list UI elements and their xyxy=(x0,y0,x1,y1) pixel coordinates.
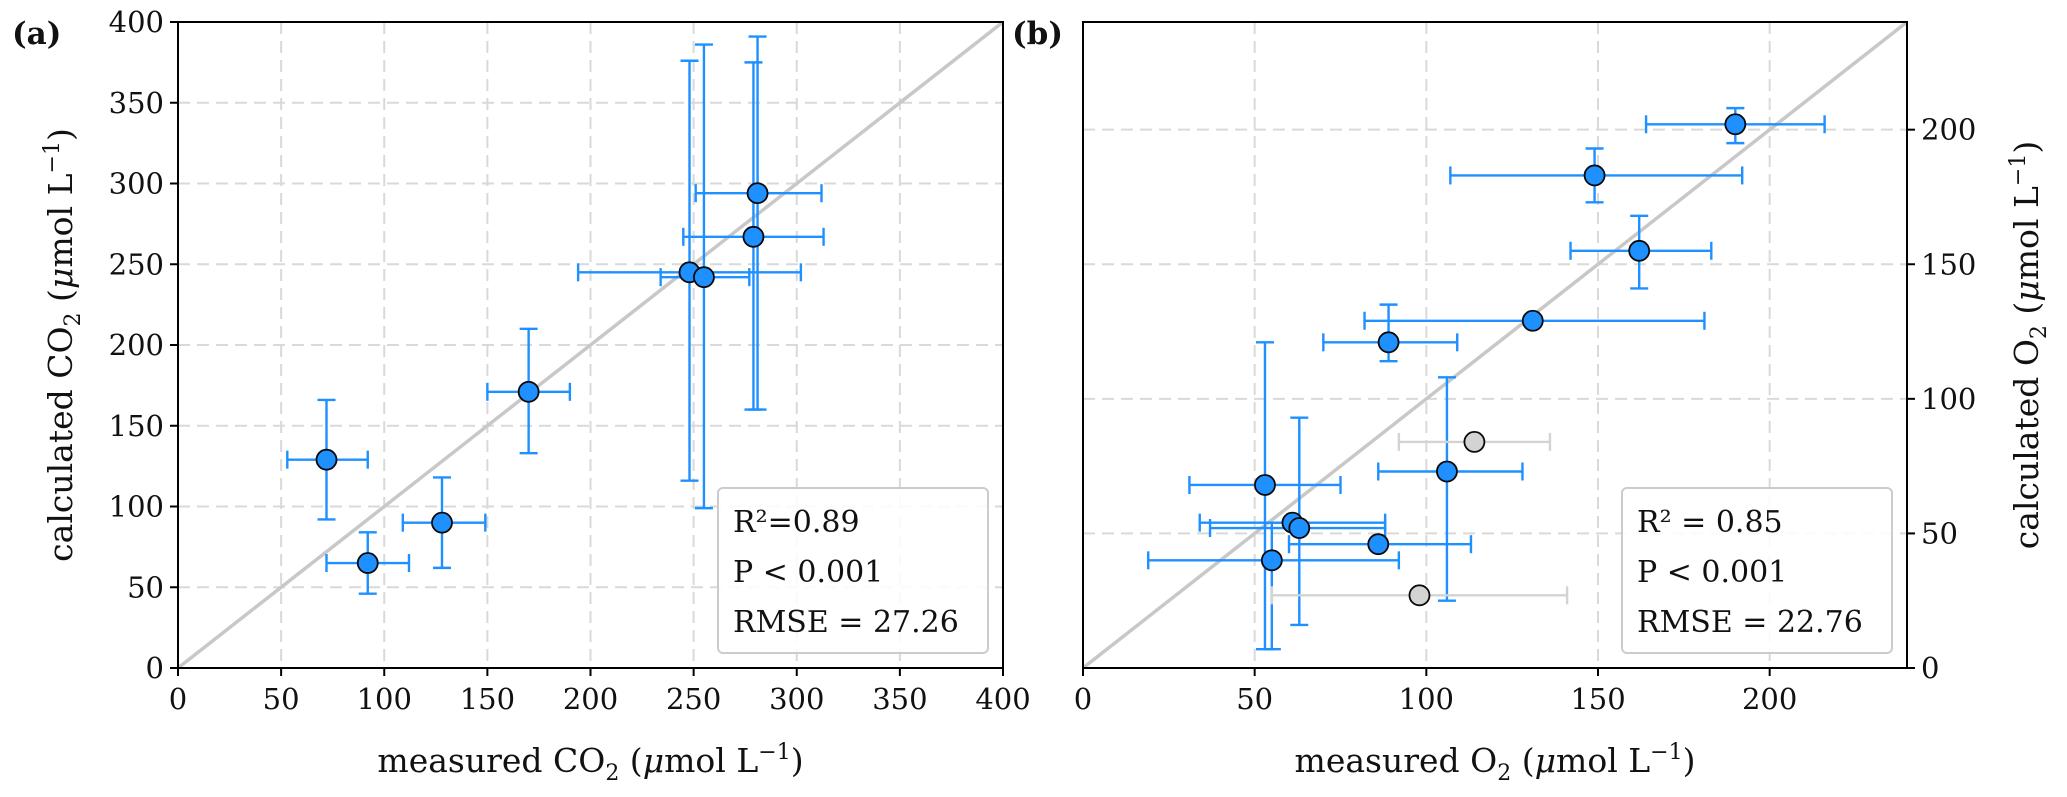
label-superscript: −1 xyxy=(2006,154,2031,186)
y-tick-label: 50 xyxy=(127,570,164,604)
series-samples xyxy=(286,35,825,595)
label-text: ( xyxy=(41,289,80,312)
x-tick-label: 50 xyxy=(1236,682,1273,716)
stats-box xyxy=(1621,487,1893,654)
label-superscript: −1 xyxy=(1650,740,1682,765)
data-point xyxy=(1260,549,1283,572)
y-tick-label: 350 xyxy=(109,86,164,120)
label-text: mol L xyxy=(664,741,758,780)
label-text: calculated O xyxy=(2007,339,2046,549)
panel-label: (b) xyxy=(1012,16,1063,52)
y-tick-label: 0 xyxy=(1921,651,1939,685)
data-point xyxy=(1408,584,1431,607)
data-point xyxy=(1463,430,1486,453)
data-point xyxy=(1288,517,1311,539)
x-tick-label: 250 xyxy=(666,682,721,716)
x-tick-label: 50 xyxy=(263,682,300,716)
series-samples xyxy=(1147,106,1826,651)
y-tick-label: 200 xyxy=(109,328,164,362)
stats-rmse: RMSE = 27.26 xyxy=(733,605,959,640)
label-superscript: −1 xyxy=(40,141,65,173)
stats-rmse: RMSE = 22.76 xyxy=(1637,605,1863,640)
data-point xyxy=(356,552,379,574)
x-tick-label: 0 xyxy=(1074,682,1092,716)
x-tick-label: 150 xyxy=(460,682,515,716)
y-tick-label: 250 xyxy=(109,247,164,281)
label-subscript: 2 xyxy=(61,312,86,326)
stats-p: P < 0.001 xyxy=(1637,555,1787,590)
y-tick-label: 100 xyxy=(109,490,164,524)
stats-r2: R² = 0.85 xyxy=(1637,505,1783,540)
x-axis-label: measured CO2 (μmol L−1) xyxy=(377,740,803,786)
data-point xyxy=(315,448,338,471)
data-point xyxy=(517,380,540,403)
x-tick-label: 200 xyxy=(563,682,618,716)
y-tick-label: 150 xyxy=(109,409,164,443)
series-excluded xyxy=(1270,430,1569,607)
one-to-one-line xyxy=(178,22,1003,668)
stats-box xyxy=(717,487,989,654)
data-point xyxy=(693,266,715,289)
y-axis-label: calculated CO2 (μmol L−1) xyxy=(40,128,86,562)
data-point xyxy=(746,182,769,205)
x-tick-label: 100 xyxy=(357,682,412,716)
data-point xyxy=(1367,533,1390,556)
label-subscript: 2 xyxy=(605,761,619,786)
data-point xyxy=(1521,309,1544,332)
stats-r2: R²=0.89 xyxy=(733,505,860,540)
x-tick-label: 150 xyxy=(1570,682,1625,716)
y-tick-label: 300 xyxy=(109,167,164,201)
label-text: measured CO xyxy=(377,741,605,780)
label-text: ) xyxy=(41,128,80,141)
data-point xyxy=(1436,460,1458,483)
label-text: ) xyxy=(791,741,804,780)
data-point xyxy=(742,225,765,248)
data-point xyxy=(1377,331,1400,354)
y-tick-label: 100 xyxy=(1921,382,1976,416)
data-point xyxy=(1254,474,1276,496)
x-axis-label: measured O2 (μmol L−1) xyxy=(1295,740,1696,786)
x-tick-label: 400 xyxy=(975,682,1030,716)
y-tick-label: 150 xyxy=(1921,247,1976,281)
label-text: ) xyxy=(1683,741,1696,780)
plot-frame xyxy=(1082,21,1908,669)
label-subscript: 2 xyxy=(2027,325,2052,339)
x-tick-label: 0 xyxy=(169,682,187,716)
label-text: ( xyxy=(619,741,642,780)
panel-label: (a) xyxy=(12,16,61,52)
x-tick-label: 350 xyxy=(872,682,927,716)
label-mu: μ xyxy=(2007,280,2046,301)
x-tick-label: 300 xyxy=(769,682,824,716)
label-text: calculated CO xyxy=(41,326,80,561)
label-subscript: 2 xyxy=(1497,761,1511,786)
label-text: mol L xyxy=(1556,741,1650,780)
label-mu: μ xyxy=(41,268,80,289)
label-text: ( xyxy=(2007,302,2046,325)
label-mu: μ xyxy=(643,741,664,780)
y-tick-label: 0 xyxy=(146,651,164,685)
data-point xyxy=(1724,113,1747,136)
label-text: mol L xyxy=(2007,186,2046,280)
y-axis-label: calculated O2 (μmol L−1) xyxy=(2006,141,2052,549)
label-text: measured O xyxy=(1295,741,1498,780)
data-point xyxy=(1628,239,1651,262)
y-tick-label: 50 xyxy=(1921,516,1958,550)
label-superscript: −1 xyxy=(758,740,790,765)
y-tick-label: 200 xyxy=(1921,113,1976,147)
label-text: ( xyxy=(1511,741,1534,780)
y-tick-label: 400 xyxy=(109,5,164,39)
data-point xyxy=(1583,164,1606,187)
label-text: ) xyxy=(2007,141,2046,154)
label-text: mol L xyxy=(41,173,80,267)
data-point xyxy=(431,511,453,534)
panel-a: 0 50 100 150 200 250 300 350 400 0 50 100 150 200 250 3… xyxy=(12,5,1031,786)
stats-p: P < 0.001 xyxy=(733,555,883,590)
x-tick-label: 100 xyxy=(1399,682,1454,716)
label-mu: μ xyxy=(1535,741,1556,780)
x-tick-label: 200 xyxy=(1742,682,1797,716)
